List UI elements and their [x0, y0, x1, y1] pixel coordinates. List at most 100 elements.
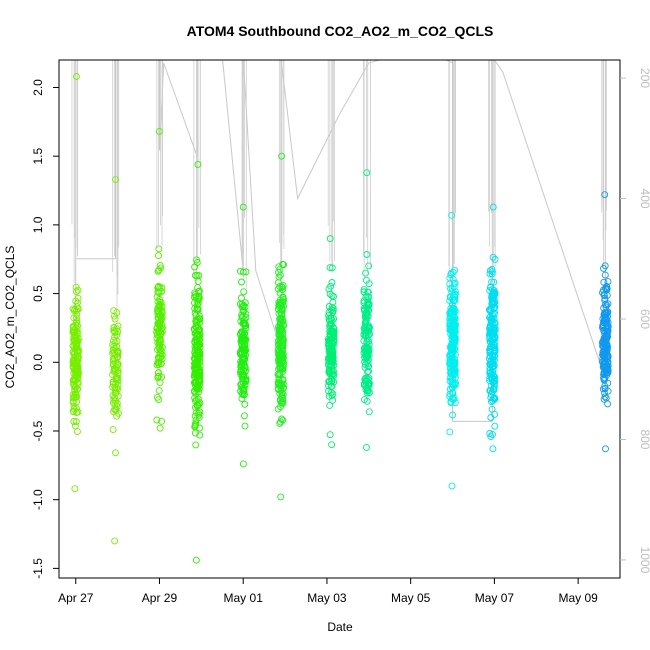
- data-point: [192, 416, 200, 424]
- data-point: [486, 369, 494, 377]
- data-point: [279, 365, 287, 373]
- data-point: [486, 343, 494, 351]
- data-point: [155, 245, 163, 253]
- data-point: [362, 318, 370, 326]
- x-tick-label: May 03: [307, 591, 347, 605]
- data-point: [491, 344, 499, 352]
- pressure-line-layer: [71, 60, 607, 422]
- x-tick-label: May 09: [558, 591, 598, 605]
- data-point: [489, 445, 497, 453]
- data-point: [274, 356, 282, 364]
- data-point: [72, 288, 80, 296]
- data-point: [113, 384, 121, 392]
- data-point: [278, 283, 286, 291]
- data-point: [191, 388, 199, 396]
- data-point: [276, 315, 284, 323]
- data-point: [156, 296, 163, 304]
- data-point: [155, 252, 162, 260]
- data-point: [490, 382, 498, 390]
- data-point: [365, 262, 373, 270]
- data-point: [326, 235, 334, 243]
- data-point: [361, 322, 369, 330]
- data-point: [325, 382, 332, 390]
- data-point: [69, 394, 77, 402]
- data-point: [604, 400, 612, 408]
- data-point: [193, 301, 201, 309]
- data-point: [275, 303, 283, 311]
- data-point: [72, 283, 80, 291]
- data-point: [278, 393, 286, 401]
- data-point: [156, 336, 164, 344]
- data-point: [600, 304, 608, 312]
- data-point: [280, 261, 288, 269]
- data-point: [362, 269, 370, 277]
- data-point: [448, 335, 456, 343]
- data-point: [449, 380, 457, 388]
- data-point: [155, 127, 163, 135]
- data-point: [329, 304, 337, 312]
- data-point: [328, 392, 336, 400]
- data-point: [72, 418, 80, 425]
- data-point: [489, 320, 497, 328]
- data-point: [329, 396, 337, 404]
- data-point: [600, 348, 608, 356]
- data-point: [486, 430, 494, 437]
- data-point: [487, 326, 495, 334]
- data-point: [241, 303, 249, 311]
- data-point: [237, 294, 245, 302]
- data-point: [449, 313, 457, 321]
- data-point: [195, 385, 203, 392]
- data-point: [487, 433, 495, 441]
- data-point: [364, 356, 372, 364]
- data-point: [275, 341, 282, 349]
- data-point: [155, 396, 163, 404]
- data-point: [237, 337, 245, 345]
- data-point: [70, 418, 78, 425]
- data-point: [491, 422, 499, 430]
- data-point: [364, 288, 372, 296]
- y2-tick-label: 800: [638, 429, 650, 449]
- data-point: [363, 292, 371, 300]
- data-point: [193, 350, 201, 358]
- data-point: [155, 369, 162, 376]
- data-point: [326, 332, 334, 340]
- data-point: [274, 337, 282, 345]
- data-point: [277, 319, 285, 327]
- data-point: [191, 272, 199, 279]
- data-point: [279, 347, 287, 355]
- data-point: [280, 384, 288, 392]
- data-point: [486, 267, 494, 275]
- y-tick-label: 0.5: [31, 285, 45, 302]
- data-point: [110, 408, 117, 416]
- data-point: [449, 297, 457, 305]
- data-point: [240, 288, 248, 296]
- data-point: [192, 441, 200, 449]
- data-point: [604, 278, 612, 286]
- data-point: [111, 367, 118, 374]
- data-point: [193, 385, 201, 392]
- data-point: [113, 412, 121, 420]
- data-point: [191, 403, 199, 411]
- data-point: [240, 372, 248, 380]
- data-point: [277, 493, 285, 501]
- data-point: [274, 405, 282, 413]
- data-point: [327, 314, 335, 322]
- data-point: [74, 353, 82, 361]
- y2-tick-label: 200: [638, 68, 650, 88]
- data-point: [73, 303, 81, 311]
- data-point: [109, 341, 117, 349]
- y-tick-label: -1.5: [31, 558, 45, 579]
- data-point: [237, 350, 244, 358]
- data-point: [238, 333, 246, 341]
- y-tick-label: -0.5: [31, 420, 45, 441]
- data-point: [328, 264, 336, 272]
- data-point: [325, 377, 333, 385]
- data-point: [242, 336, 250, 344]
- data-point: [279, 350, 287, 358]
- cluster-9: [485, 203, 499, 453]
- data-point: [486, 387, 494, 395]
- x-tick-label: May 07: [475, 591, 515, 605]
- data-point: [326, 370, 334, 378]
- data-point: [279, 344, 287, 351]
